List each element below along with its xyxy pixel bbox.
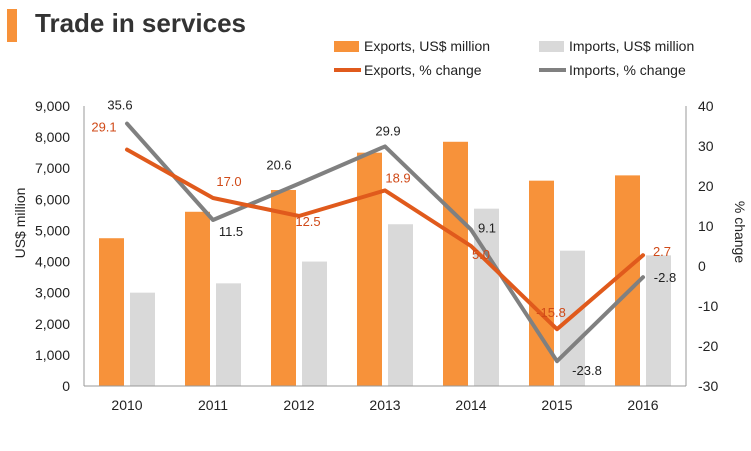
bar-exports-2012: [271, 190, 296, 386]
y-tick-label-left: 7,000: [35, 160, 70, 176]
data-label-exports-pct: 17.0: [216, 174, 241, 189]
data-label-imports-pct: 29.9: [375, 123, 400, 138]
bar-exports-2016: [615, 175, 640, 386]
lines-group: [125, 121, 645, 364]
y-tick-label-left: 1,000: [35, 347, 70, 363]
data-label-imports-pct: 35.6: [107, 98, 132, 113]
x-tick-label: 2013: [369, 397, 400, 413]
x-tick-label: 2011: [198, 397, 228, 413]
bar-imports-2010: [130, 292, 155, 386]
data-label-exports-pct: 2.7: [653, 244, 671, 259]
legend-label-imports-us-million: Imports, US$ million: [569, 38, 694, 54]
bar-imports-2011: [216, 283, 241, 386]
line-exports-pct-change: [125, 147, 645, 332]
chart-title: Trade in services: [35, 8, 247, 38]
y-tick-label-left: 2,000: [35, 316, 70, 332]
data-label-exports-pct: 29.1: [91, 120, 116, 135]
bar-exports-2014: [443, 141, 468, 386]
y-tick-label-left: 5,000: [35, 222, 70, 238]
y-tick-label-right: -20: [698, 338, 718, 354]
y-tick-label-right: 10: [698, 218, 714, 234]
bar-exports-2010: [99, 238, 124, 386]
y-axis-right-title: % change: [732, 201, 748, 263]
y-tick-label-right: -30: [698, 378, 718, 394]
y-tick-label-right: 0: [698, 258, 706, 274]
x-tick-label: 2012: [283, 397, 314, 413]
bar-exports-2013: [357, 152, 382, 386]
y-tick-label-right: 20: [698, 178, 714, 194]
data-label-imports-pct: 9.1: [478, 221, 496, 236]
data-labels-group: 29.1 17.0 12.5 18.9 5.0 -15.8 2.7 35.6 11.5 20.6 2…: [91, 98, 676, 379]
legend-swatch-exports-us-million: [334, 41, 359, 52]
data-label-exports-pct: 5.0: [472, 247, 490, 262]
x-tick-label: 2010: [111, 397, 142, 413]
bar-exports-2011: [185, 211, 210, 386]
y-axis-left-title: US$ million: [12, 188, 28, 259]
y-tick-label-right: 30: [698, 138, 714, 154]
legend-label-imports-change: Imports, % change: [569, 62, 686, 78]
bar-imports-2013: [388, 224, 413, 386]
line-imports-pct-change: [125, 121, 645, 364]
data-label-imports-pct: 11.5: [219, 224, 243, 239]
legend: Exports, US$ million Imports, US$ million…: [334, 38, 694, 78]
y-tick-label-left: 0: [62, 378, 70, 394]
bars-group: [99, 141, 671, 386]
legend-label-exports-change: Exports, % change: [364, 62, 482, 78]
data-label-exports-pct: 18.9: [385, 170, 410, 185]
bar-exports-2015: [529, 180, 554, 386]
y-tick-label-left: 8,000: [35, 129, 70, 145]
y-tick-label-right: 40: [698, 98, 714, 114]
title-accent-bar: [7, 9, 17, 42]
x-tick-label: 2014: [455, 397, 486, 413]
y-tick-label-left: 6,000: [35, 191, 70, 207]
x-tick-label: 2015: [541, 397, 572, 413]
data-label-imports-pct: 20.6: [266, 158, 291, 173]
axes-group: 0 1,000 2,000 3,000 4,000 5,000 6,000 7,000 8,00…: [12, 98, 748, 413]
y-tick-label-left: 4,000: [35, 254, 70, 270]
data-label-exports-pct: 12.5: [295, 214, 320, 229]
y-tick-label-left: 3,000: [35, 285, 70, 301]
bar-imports-2016: [646, 255, 671, 386]
y-tick-label-right: -10: [698, 298, 718, 314]
data-label-imports-pct: -2.8: [654, 270, 676, 285]
y-tick-label-left: 9,000: [35, 98, 70, 114]
legend-swatch-imports-us-million: [539, 41, 564, 52]
chart-header: Trade in services: [0, 0, 751, 50]
legend-label-exports-us-million: Exports, US$ million: [364, 38, 490, 54]
bar-imports-2012: [302, 261, 327, 386]
x-tick-label: 2016: [627, 397, 658, 413]
data-label-exports-pct: -15.8: [536, 305, 566, 320]
data-label-imports-pct: -23.8: [572, 363, 602, 378]
